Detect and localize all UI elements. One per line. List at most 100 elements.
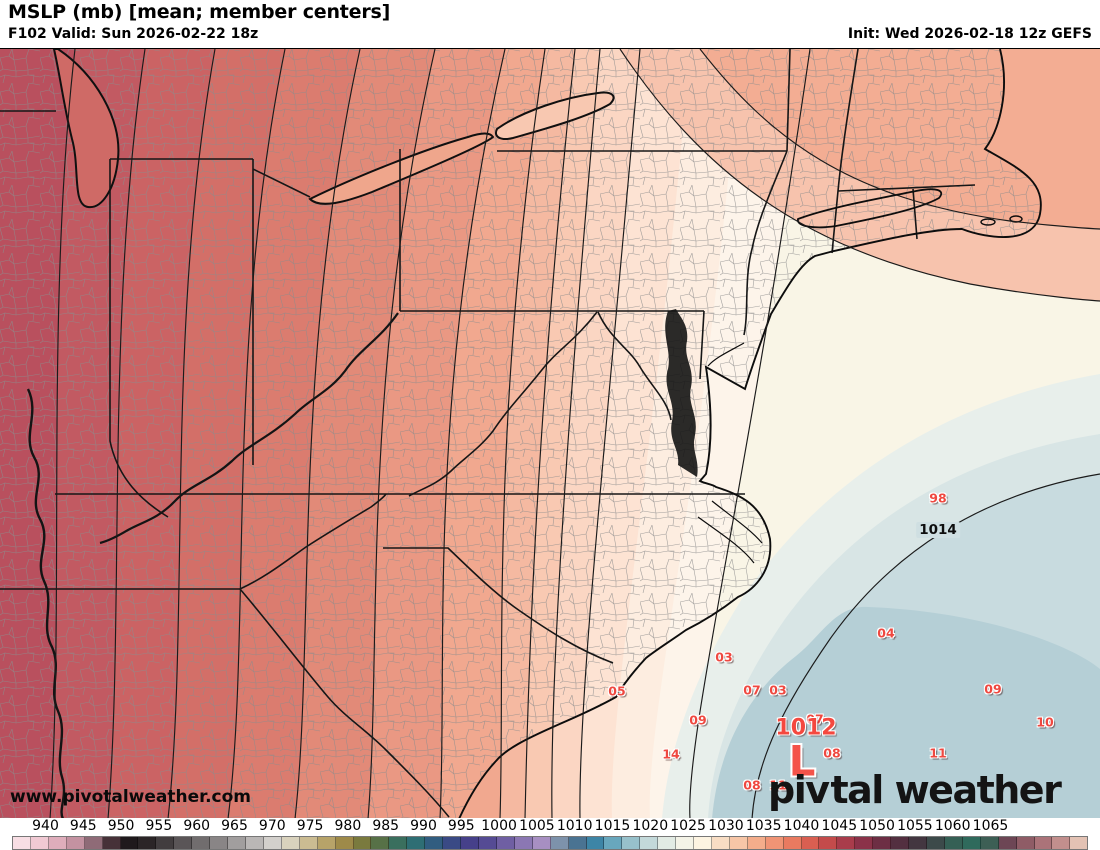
- colorbar-segment: [622, 837, 641, 849]
- colorbar-segment: [335, 837, 354, 849]
- colorbar-segment: [156, 837, 175, 849]
- colorbar-tick: 980: [334, 818, 362, 834]
- colorbar-segment: [443, 837, 462, 849]
- colorbar-segment: [927, 837, 945, 849]
- isobar-contours: [49, 49, 1100, 819]
- colorbar-tick: 950: [107, 818, 135, 834]
- colorbar: 940 945 950 955 960 965 970 975 980 985 990 995 1000…: [0, 818, 1100, 850]
- colorbar-tick: 1055: [897, 818, 933, 834]
- colorbar-tick: 1005: [519, 818, 555, 834]
- colorbar-segment: [389, 837, 408, 849]
- map-container[interactable]: 1014 98 04 03 05 07 03 09 09 07 10 14 08 11 08 11 1012 L …: [0, 48, 1100, 819]
- colorbar-segment: [84, 837, 103, 849]
- colorbar-segment: [819, 837, 838, 849]
- colorbar-segment: [550, 837, 569, 849]
- colorbar-segment: [837, 837, 856, 849]
- colorbar-tick: 1040: [783, 818, 820, 834]
- colorbar-tick: 990: [410, 818, 437, 834]
- colorbar-segment: [66, 837, 85, 849]
- coastline: [458, 49, 1042, 819]
- colorbar-segment: [1052, 837, 1071, 849]
- colorbar-tick: 1010: [556, 818, 593, 834]
- pivotal-weather-logo: piv tal weat: [768, 763, 1062, 817]
- colorbar-segment: [48, 837, 67, 849]
- colorbar-segment: [711, 837, 730, 849]
- colorbar-segment: [192, 837, 211, 849]
- pressure-map-svg: [0, 49, 1100, 819]
- init-time-label: Init: Wed 2026-02-18 12z GEFS: [847, 26, 1092, 42]
- colorbar-segment: [210, 837, 229, 849]
- colorbar-segment: [980, 837, 999, 849]
- colorbar-segment: [604, 837, 623, 849]
- colorbar-tick: 965: [221, 818, 248, 834]
- colorbar-tick: 1045: [821, 818, 858, 834]
- colorbar-segment: [891, 837, 910, 849]
- colorbar-segment: [586, 837, 605, 849]
- colorbar-tick: 1035: [745, 818, 782, 834]
- colorbar-segment: [461, 837, 479, 849]
- colorbar-segment: [174, 837, 193, 849]
- colorbar-segment: [747, 837, 766, 849]
- colorbar-segment: [299, 837, 318, 849]
- colorbar-segment: [317, 837, 336, 849]
- header: MSLP (mb) [mean; member centers] F102 Va…: [0, 0, 1100, 48]
- colorbar-tick: 1020: [632, 818, 669, 834]
- colorbar-segment: [801, 837, 820, 849]
- colorbar-segment: [694, 837, 712, 849]
- colorbar-tick: 940: [32, 818, 59, 834]
- colorbar-segment: [478, 837, 497, 849]
- colorbar-segment: [102, 837, 121, 849]
- colorbar-segment: [263, 837, 282, 849]
- colorbar-segment: [407, 837, 426, 849]
- rivers: [26, 312, 399, 819]
- colorbar-segment: [765, 837, 784, 849]
- colorbar-segment: [944, 837, 963, 849]
- colorbar-segment: [909, 837, 928, 849]
- logo-text-right: tal weather: [830, 768, 1062, 812]
- colorbar-tick: 955: [145, 818, 173, 834]
- colorbar-tick: 1030: [708, 818, 744, 834]
- colorbar-segment: [138, 837, 157, 849]
- colorbar-segment: [783, 837, 802, 849]
- colorbar-segment: [1070, 837, 1088, 849]
- colorbar-segment: [640, 837, 659, 849]
- colorbar-tick: 970: [258, 818, 286, 834]
- colorbar-segment: [281, 837, 300, 849]
- colorbar-scale: [12, 836, 1088, 850]
- colorbar-segment: [1034, 837, 1053, 849]
- page-title: MSLP (mb) [mean; member centers]: [8, 1, 391, 23]
- colorbar-tick: 995: [447, 818, 475, 834]
- colorbar-segment: [514, 837, 533, 849]
- colorbar-segment: [998, 837, 1017, 849]
- great-lakes: [52, 49, 615, 209]
- colorbar-segment: [245, 837, 264, 849]
- colorbar-segment: [353, 837, 372, 849]
- colorbar-segment: [855, 837, 874, 849]
- colorbar-segment: [496, 837, 515, 849]
- colorbar-ticks: 940 945 950 955 960 965 970 975 980 985 990 995 1000…: [0, 818, 1100, 837]
- colorbar-tick: 1050: [859, 818, 895, 834]
- colorbar-tick: 960: [183, 818, 211, 834]
- colorbar-segment: [532, 837, 551, 849]
- colorbar-tick: 1015: [594, 818, 631, 834]
- colorbar-segment: [729, 837, 748, 849]
- colorbar-tick: 1000: [481, 818, 517, 834]
- colorbar-tick: 1060: [934, 818, 971, 834]
- watermark-url: www.pivotalweather.com: [10, 787, 252, 807]
- colorbar-segment: [371, 837, 390, 849]
- colorbar-segment: [658, 837, 677, 849]
- colorbar-tick: 1025: [670, 818, 706, 834]
- logo-text-left: piv: [768, 768, 830, 812]
- state-borders: [0, 49, 976, 818]
- colorbar-segment: [228, 837, 246, 849]
- colorbar-segment: [120, 837, 139, 849]
- colorbar-tick: 1065: [972, 818, 1009, 834]
- colorbar-segment: [13, 837, 31, 849]
- colorbar-segment: [30, 837, 49, 849]
- colorbar-tick: 975: [296, 818, 324, 834]
- valid-time-label: F102 Valid: Sun 2026-02-22 18z: [8, 26, 259, 42]
- colorbar-segment: [676, 837, 695, 849]
- colorbar-segment: [425, 837, 444, 849]
- colorbar-segment: [873, 837, 892, 849]
